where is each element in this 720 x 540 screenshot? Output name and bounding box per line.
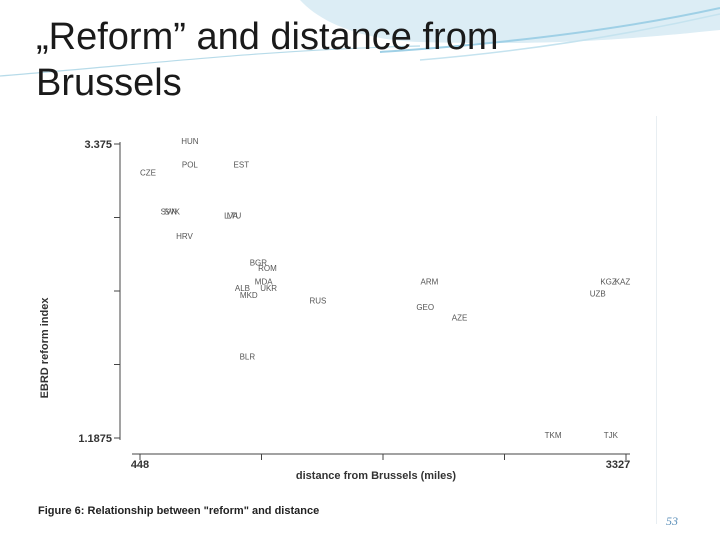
- data-point-alb: ALB: [235, 284, 250, 293]
- figure-panel: 3.375 1.1875 448 3327 HUN POL EST CZE SVK SVN LVA…: [30, 116, 656, 524]
- data-point-arm: ARM: [421, 277, 439, 286]
- data-point-geo: GEO: [416, 303, 434, 312]
- x-tick-label: 448: [131, 459, 149, 471]
- data-point-lva: LVA: [224, 212, 239, 221]
- data-point-svk: SVK: [164, 208, 181, 217]
- data-point-est: EST: [234, 161, 250, 170]
- data-point-kaz: KAZ: [615, 277, 631, 286]
- data-point-cze: CZE: [140, 169, 156, 178]
- panel-edge: [656, 116, 657, 524]
- data-point-ukr: UKR: [260, 284, 277, 293]
- data-point-hun: HUN: [181, 137, 199, 146]
- data-point-blr: BLR: [240, 353, 256, 362]
- chart-axes: 3.375 1.1875 448 3327: [78, 139, 630, 471]
- data-point-mkd: MKD: [240, 291, 258, 300]
- data-point-svn: SVN: [161, 208, 178, 217]
- data-point-tkm: TKM: [545, 431, 562, 440]
- data-point-kgz: KGZ: [600, 277, 617, 286]
- slide-title: „Reform” and distance from Brussels: [36, 16, 499, 104]
- data-point-aze: AZE: [452, 314, 468, 323]
- y-tick-label: 1.1875: [78, 433, 112, 445]
- data-point-tjk: TJK: [604, 431, 619, 440]
- y-tick-label: 3.375: [84, 139, 112, 151]
- data-point-bgr: BGR: [250, 259, 268, 268]
- y-axis-label: EBRD reform index: [39, 297, 51, 399]
- data-point-uzb: UZB: [590, 290, 606, 299]
- data-point-ltu: LTU: [227, 212, 242, 221]
- data-point-hrv: HRV: [176, 232, 193, 241]
- x-axis-label: distance from Brussels (miles): [296, 470, 457, 482]
- data-point-rom: ROM: [258, 264, 277, 273]
- slide-number: 53: [666, 514, 678, 528]
- data-point-mda: MDA: [255, 277, 273, 286]
- data-point-pol: POL: [182, 161, 199, 170]
- data-point-rus: RUS: [309, 296, 326, 305]
- header-wave-decoration: [0, 0, 720, 77]
- x-tick-label: 3327: [606, 459, 630, 471]
- figure-caption: Figure 6: Relationship between "reform" …: [38, 505, 319, 517]
